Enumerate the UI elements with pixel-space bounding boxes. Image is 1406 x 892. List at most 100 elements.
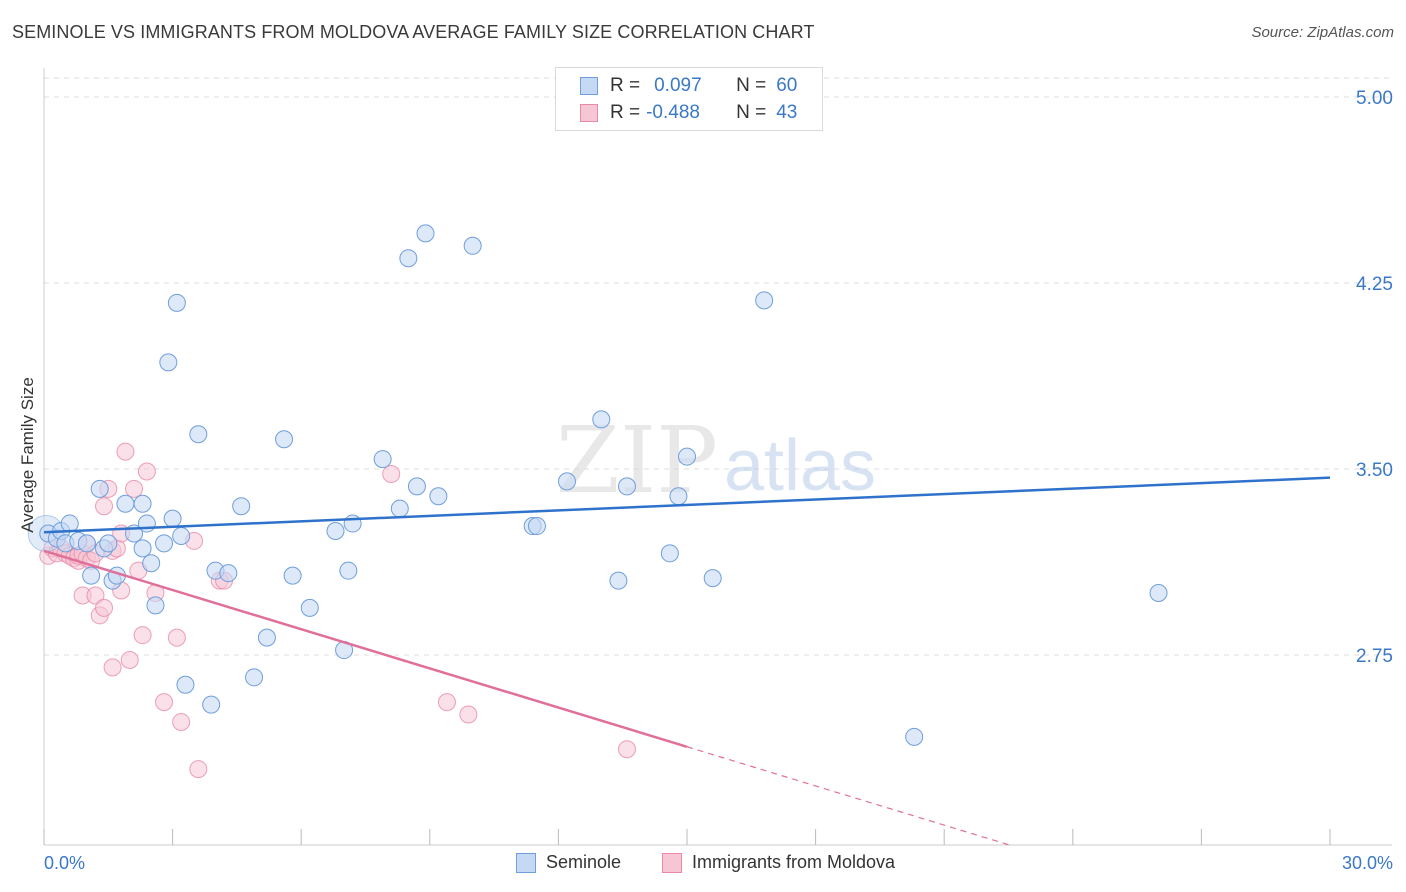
- moldova-point: [172, 712, 191, 731]
- legend-row-moldova: R = -0.488 N = 43: [580, 101, 797, 125]
- grid-lines: [44, 77, 1392, 656]
- legend-n-label: N =: [736, 102, 767, 123]
- x-tick-label-min: 0.0%: [44, 853, 85, 873]
- moldova-point: [95, 598, 114, 617]
- seminole-point: [202, 695, 221, 714]
- seminole-point: [660, 544, 679, 563]
- seminole-point: [172, 526, 191, 545]
- seminole-swatch: [580, 77, 598, 95]
- legend-r-label: R =: [610, 102, 641, 123]
- legend-n-value: 43: [776, 102, 798, 123]
- seminole-point: [159, 353, 178, 372]
- seminole-point: [142, 554, 161, 573]
- seminole-point: [60, 514, 79, 533]
- moldova-point: [189, 760, 208, 779]
- seminole-point: [703, 569, 722, 588]
- watermark-atlas: atlas: [724, 426, 876, 506]
- seminole-point: [905, 727, 924, 746]
- moldova-point: [120, 650, 139, 669]
- seminole-point: [300, 598, 319, 617]
- legend-item-moldova[interactable]: Immigrants from Moldova: [662, 852, 895, 873]
- seminole-point: [1149, 584, 1168, 602]
- seminole-point: [678, 447, 696, 466]
- moldova-trendline: [43, 549, 688, 748]
- y-axis-label: Average Family Size: [18, 377, 37, 533]
- moldova-swatch: [662, 852, 682, 873]
- moldova-trendline-extension: [686, 746, 1009, 846]
- legend-n-value: 60: [776, 75, 798, 96]
- seminole-point: [326, 522, 345, 540]
- seminole-point: [232, 497, 251, 516]
- legend-label-seminole: Seminole: [546, 852, 622, 872]
- seminole-point: [283, 566, 302, 585]
- correlation-legend: R = 0.097 N = 60 R = -0.488 N = 43: [555, 67, 823, 131]
- bottom-legend: Seminole Immigrants from Moldova: [0, 852, 1406, 878]
- legend-row-seminole: R = 0.097 N = 60: [580, 74, 797, 98]
- seminole-point: [399, 249, 418, 268]
- y-tick-label: 4.25: [1356, 274, 1393, 295]
- seminole-point: [275, 430, 294, 449]
- x-tick-label-max: 30.0%: [1342, 853, 1393, 873]
- moldova-point: [125, 479, 144, 498]
- seminole-point: [592, 410, 611, 429]
- tick-labels: 2.75 3.50 4.25 5.00 0.0% 30.0%: [44, 88, 1393, 873]
- seminole-point: [133, 494, 152, 513]
- y-tick-label: 3.50: [1356, 460, 1393, 481]
- seminole-point: [99, 534, 118, 553]
- seminole-point: [416, 224, 435, 243]
- moldova-point: [95, 497, 114, 516]
- seminole-point: [429, 487, 448, 506]
- seminole-point: [407, 477, 426, 496]
- seminole-point: [463, 236, 482, 255]
- seminole-point: [219, 564, 238, 583]
- y-tick-label: 2.75: [1356, 646, 1393, 667]
- y-tick-label: 5.00: [1356, 88, 1393, 109]
- seminole-point: [339, 561, 358, 580]
- source-label: Source: ZipAtlas.com: [1251, 24, 1394, 41]
- seminole-point: [373, 450, 392, 469]
- moldova-points: [39, 442, 636, 779]
- seminole-points: [27, 224, 1168, 746]
- seminole-point: [390, 499, 409, 518]
- seminole-swatch: [516, 852, 536, 873]
- moldova-point: [459, 705, 478, 724]
- seminole-point: [77, 534, 96, 553]
- trendlines: [43, 476, 1331, 846]
- legend-r-value: 0.097: [654, 75, 702, 96]
- moldova-point: [86, 586, 105, 605]
- moldova-point: [167, 628, 186, 647]
- seminole-point: [669, 487, 688, 506]
- seminole-point: [116, 494, 135, 513]
- seminole-point: [90, 479, 109, 498]
- moldova-point: [133, 626, 152, 645]
- seminole-point: [609, 571, 628, 590]
- moldova-point: [103, 658, 122, 677]
- seminole-point: [133, 539, 152, 558]
- legend-r-value: -0.488: [646, 102, 700, 123]
- moldova-point: [437, 693, 456, 712]
- seminole-point: [167, 293, 186, 312]
- watermark: ZIP atlas: [556, 407, 876, 514]
- seminole-point: [82, 566, 101, 585]
- moldova-point: [617, 740, 636, 759]
- seminole-point: [146, 596, 165, 615]
- legend-label-moldova: Immigrants from Moldova: [692, 852, 896, 872]
- seminole-point: [257, 628, 276, 647]
- legend-item-seminole[interactable]: Seminole: [516, 852, 621, 873]
- seminole-point: [245, 668, 264, 687]
- axes: [43, 68, 1392, 846]
- seminole-point: [137, 514, 156, 533]
- moldova-point: [382, 464, 401, 483]
- seminole-point: [155, 534, 174, 553]
- seminole-point: [527, 517, 546, 536]
- moldova-point: [116, 442, 135, 461]
- moldova-swatch: [580, 104, 598, 122]
- seminole-point: [557, 472, 576, 491]
- chart-title: SEMINOLE VS IMMIGRANTS FROM MOLDOVA AVER…: [12, 22, 815, 42]
- seminole-trendline: [43, 476, 1331, 534]
- legend-n-label: N =: [736, 75, 767, 96]
- moldova-point: [137, 462, 156, 481]
- seminole-point: [189, 425, 208, 444]
- legend-r-label: R =: [610, 75, 641, 96]
